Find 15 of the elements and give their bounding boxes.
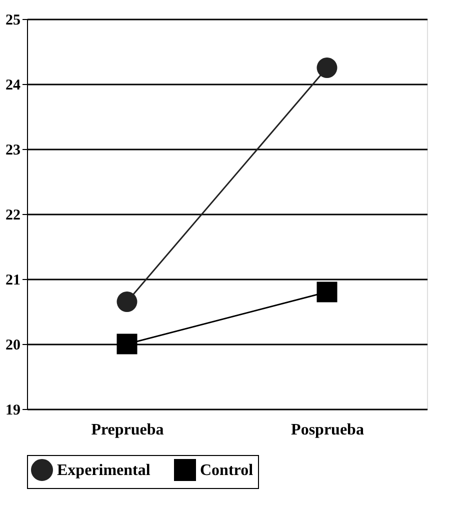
point: [116, 334, 138, 354]
y-tick-label: 21: [6, 272, 20, 288]
y-tick-label: 19: [6, 402, 20, 418]
x-tick-label: Posprueba: [291, 422, 364, 438]
x-tick-label: Preprueba: [91, 422, 164, 438]
legend-label: Experimental: [57, 462, 151, 479]
point: [316, 58, 338, 78]
y-tick-label: 22: [6, 208, 20, 224]
point: [316, 282, 338, 302]
y-tick-label: 23: [6, 142, 20, 158]
legend-label: Control: [200, 462, 254, 479]
y-tick-label: 25: [6, 12, 20, 28]
point: [116, 292, 138, 312]
y-tick-label: 20: [6, 338, 20, 354]
y-tick-label: 24: [6, 78, 21, 94]
